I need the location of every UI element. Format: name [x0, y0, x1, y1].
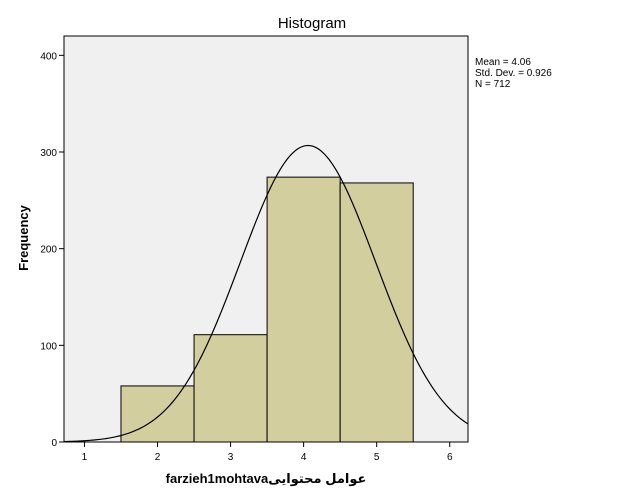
x-tick-label: 2	[155, 452, 161, 463]
x-tick-label: 3	[228, 452, 234, 463]
y-axis-label: Frequency	[16, 204, 31, 271]
y-tick-label: 300	[40, 148, 57, 159]
x-axis-label: farzieh1mohtavaعوامل محتوایی	[166, 471, 367, 486]
x-tick-label: 6	[447, 452, 453, 463]
histogram-bar	[266, 176, 341, 443]
y-tick-label: 200	[40, 245, 57, 256]
y-tick-label: 400	[40, 51, 57, 62]
normal-curve	[63, 144, 469, 443]
chart-title: Histogram	[278, 15, 346, 32]
x-tick-label: 4	[301, 452, 307, 463]
stat-n: N = 712	[475, 79, 511, 90]
x-tick-label: 5	[374, 452, 380, 463]
y-tick-label: 0	[51, 438, 57, 449]
bars-group	[120, 176, 414, 443]
x-tick-label: 1	[82, 452, 88, 463]
stat-mean: Mean = 4.06	[475, 57, 531, 68]
histogram-bar	[193, 334, 268, 443]
y-axis: 0 100 200 300 400	[40, 51, 64, 449]
stat-std-dev: Std. Dev. = 0.926	[475, 68, 552, 79]
y-tick-label: 100	[40, 341, 57, 352]
histogram-bar	[120, 385, 195, 443]
histogram-bar	[339, 182, 414, 443]
x-axis: 1 2 3 4 5 6	[82, 442, 453, 463]
